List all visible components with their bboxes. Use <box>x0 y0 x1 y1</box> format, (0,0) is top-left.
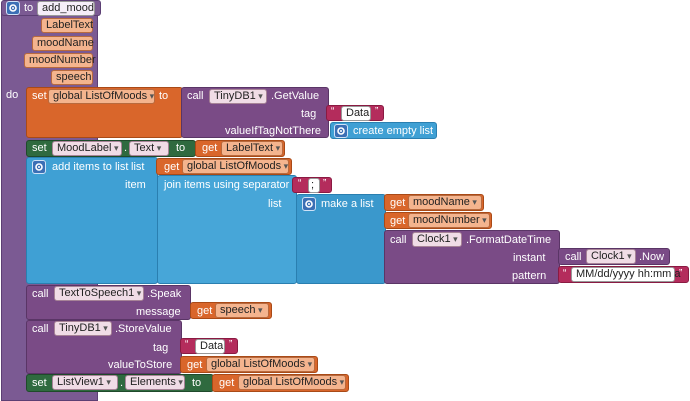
call-label: call <box>390 234 407 246</box>
param-moodnumber[interactable]: moodNumber <box>24 53 96 68</box>
make-a-list-label: make a list <box>321 198 374 210</box>
gear-icon[interactable] <box>302 197 316 211</box>
procedure-to-label: to <box>24 2 34 14</box>
procedure-name-field[interactable]: add_mood <box>37 1 95 16</box>
instant-label: instant <box>513 252 546 264</box>
clock-component-dropdown[interactable]: Clock1 <box>412 232 462 247</box>
tag-value-field[interactable]: Data <box>341 106 371 121</box>
tag-label: tag <box>301 108 317 120</box>
set-label: set <box>32 90 47 102</box>
get-label: get <box>197 305 213 317</box>
set-label: set <box>32 142 47 154</box>
get-label: get <box>219 377 235 389</box>
gear-icon[interactable] <box>6 1 20 15</box>
variable-dropdown[interactable]: global ListOfMoods <box>238 375 346 390</box>
add-items-to-list-label: add items to list <box>52 161 129 173</box>
param-speech[interactable]: speech <box>51 70 93 85</box>
call-label: call <box>32 323 49 335</box>
clock-component-dropdown[interactable]: Clock1 <box>586 249 636 264</box>
tinydb-component-dropdown[interactable]: TinyDB1 <box>209 89 267 104</box>
param-moodname[interactable]: moodName <box>32 36 94 51</box>
variable-dropdown[interactable]: global ListOfMoods <box>206 357 315 372</box>
tag-label: tag <box>153 342 169 354</box>
call-label: call <box>565 251 582 263</box>
pattern-field[interactable]: MM/dd/yyyy hh:mm a <box>571 267 681 282</box>
storevalue-method: .StoreValue <box>115 323 172 335</box>
to-label: to <box>176 142 186 154</box>
now-method: .Now <box>639 251 665 263</box>
create-empty-list-block[interactable] <box>330 122 437 139</box>
variable-dropdown[interactable]: global ListOfMoods <box>182 159 289 174</box>
item-label: item <box>125 179 146 191</box>
gear-icon[interactable] <box>334 124 348 138</box>
tts-component-dropdown[interactable]: TextToSpeech1 <box>54 286 144 301</box>
to-label: to <box>159 90 169 102</box>
join-items-label: join items using separator <box>164 179 290 191</box>
formatdatetime-method: .FormatDateTime <box>466 234 552 246</box>
procedure-do-label: do <box>6 89 19 101</box>
set-label: set <box>32 377 47 389</box>
getvalue-method: .GetValue <box>271 90 320 102</box>
create-empty-list-label: create empty list <box>353 125 434 137</box>
speak-method: .Speak <box>147 288 182 300</box>
variable-dropdown[interactable]: global ListOfMoods <box>48 89 155 104</box>
param-labeltext[interactable]: LabelText <box>41 18 93 33</box>
separator-field[interactable]: ; <box>308 178 320 193</box>
valueiftagnotthere-label: valueIfTagNotThere <box>225 125 321 137</box>
get-label: get <box>202 142 218 154</box>
gear-icon[interactable] <box>32 160 46 174</box>
component-dropdown[interactable]: MoodLabel <box>52 141 122 156</box>
variable-dropdown[interactable]: speech <box>215 303 269 318</box>
component-dropdown[interactable]: ListView1 <box>52 375 118 390</box>
call-label: call <box>187 90 204 102</box>
property-dropdown[interactable]: Text <box>129 141 169 156</box>
variable-dropdown[interactable]: moodName <box>408 195 482 210</box>
get-label: get <box>390 215 406 227</box>
valuetostore-label: valueToStore <box>108 359 173 371</box>
variable-dropdown[interactable]: moodNumber <box>408 213 490 228</box>
to-label: to <box>192 377 202 389</box>
pattern-label: pattern <box>512 270 547 282</box>
list-label: list <box>131 161 145 173</box>
get-label: get <box>187 359 203 371</box>
get-label: get <box>390 197 406 209</box>
call-label: call <box>32 288 49 300</box>
message-label: message <box>136 306 181 318</box>
get-label: get <box>164 161 180 173</box>
join-list-label: list <box>268 198 282 210</box>
variable-dropdown[interactable]: LabelText <box>221 141 283 156</box>
tag-value-field[interactable]: Data <box>195 339 225 354</box>
tinydb-component-dropdown[interactable]: TinyDB1 <box>54 321 112 336</box>
add-items-to-list-block[interactable] <box>26 157 158 284</box>
join-items-block[interactable] <box>157 175 297 284</box>
property-dropdown[interactable]: Elements <box>125 375 185 390</box>
